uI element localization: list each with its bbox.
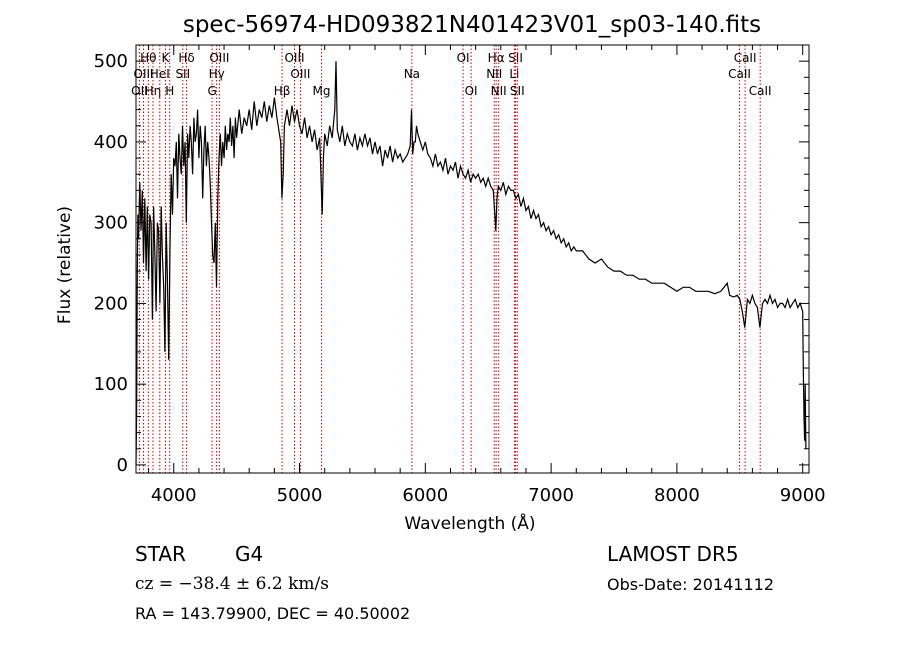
y-tick-label: 200	[94, 293, 128, 314]
line-marker-label-7: Hδ	[178, 51, 194, 65]
x-tick-label: 9000	[780, 485, 826, 506]
line-marker-label-13: OIII	[284, 51, 304, 65]
line-marker-label-18: OI	[465, 84, 478, 98]
line-marker-label-21: NII	[491, 84, 507, 98]
x-tick-label: 4000	[151, 485, 197, 506]
y-axis-label: Flux (relative)	[55, 206, 75, 324]
x-tick-label: 5000	[277, 485, 323, 506]
object-subclass: G4	[235, 542, 264, 566]
survey-name: LAMOST DR5	[607, 542, 739, 566]
line-marker-label-6: H	[165, 84, 174, 98]
line-marker-label-27: CaII	[749, 84, 772, 98]
line-marker-label-12: Hβ	[274, 84, 291, 98]
redshift-velocity: cz = −38.4 ± 6.2 km/s	[135, 574, 329, 594]
line-marker-label-4: HeI	[150, 67, 170, 81]
y-tick-label: 500	[94, 51, 128, 72]
line-marker-label-15: Mg	[313, 84, 331, 98]
plot-frame	[135, 44, 810, 474]
x-axis-label: Wavelength (Å)	[404, 512, 535, 534]
line-marker-label-1: Hθ	[140, 51, 156, 65]
line-marker-label-23: Li	[509, 67, 519, 81]
x-tick-label: 8000	[654, 485, 700, 506]
x-tick-label: 7000	[528, 485, 574, 506]
y-tick-label: 0	[117, 455, 128, 476]
line-marker-label-11: G	[207, 84, 216, 98]
line-marker-label-25: CaII	[734, 51, 757, 65]
line-marker-label-14: OIII	[290, 67, 310, 81]
line-marker-label-22: SII	[508, 51, 523, 65]
y-tick-label: 400	[94, 132, 128, 153]
object-class: STAR	[135, 542, 186, 566]
flux-series-line	[135, 61, 807, 465]
line-marker-label-3: Hη	[145, 84, 162, 98]
line-marker-label-19: Hα	[488, 51, 505, 65]
line-marker-label-9: OIII	[209, 51, 229, 65]
line-marker-label-24: SII	[510, 84, 525, 98]
line-marker-label-17: OI	[457, 51, 470, 65]
line-marker-label-5: K	[161, 51, 170, 65]
observation-date: Obs-Date: 20141112	[607, 575, 775, 594]
sky-coordinates: RA = 143.79900, DEC = 40.50002	[135, 604, 411, 623]
line-marker-label-10: Hγ	[209, 67, 225, 81]
line-marker-label-20: NII	[486, 67, 502, 81]
y-tick-label: 100	[94, 374, 128, 395]
plot-axes: 4000 5000 6000 7000 8000 9000 0 100 200 300 400 500	[94, 44, 826, 506]
y-tick-label: 300	[94, 213, 128, 234]
line-marker-label-8: SII	[175, 67, 190, 81]
line-marker-label-26: CaII	[728, 67, 751, 81]
line-marker-label-16: Na	[404, 67, 420, 81]
chart-title: spec-56974-HD093821N401423V01_sp03-140.f…	[183, 12, 761, 38]
x-tick-label: 6000	[402, 485, 448, 506]
